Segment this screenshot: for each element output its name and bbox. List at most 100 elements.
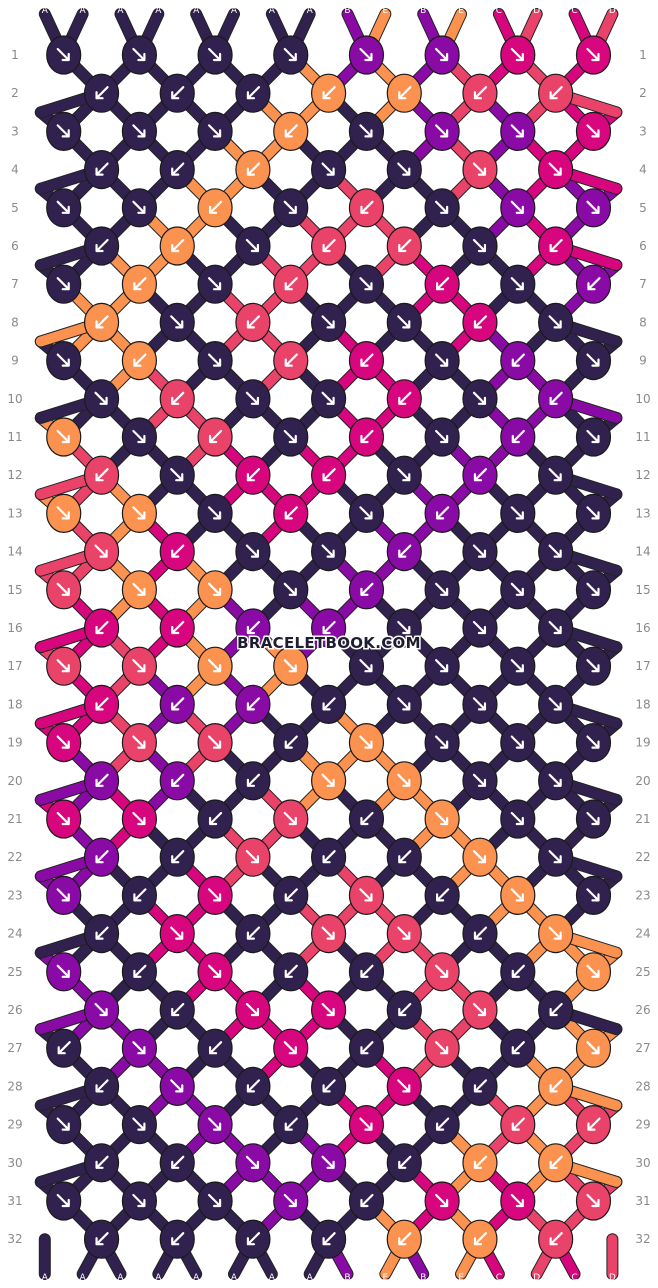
knot	[386, 684, 422, 725]
knot	[386, 761, 422, 801]
arrow-down-left-icon	[511, 353, 525, 367]
knot	[159, 150, 195, 190]
arrow-down-right-icon	[283, 1193, 297, 1208]
knot	[424, 1028, 460, 1068]
knot	[311, 1066, 347, 1107]
arrow-down-left-icon	[511, 1117, 525, 1131]
knot	[197, 417, 233, 457]
knot	[500, 493, 536, 534]
arrow-down-right-icon	[56, 964, 70, 978]
knot	[121, 1104, 157, 1145]
arrow-down-right-icon	[283, 582, 297, 596]
arrow-down-left-icon	[95, 697, 109, 711]
knot	[273, 646, 309, 686]
arrow-down-right-icon	[472, 697, 487, 711]
row-number-right: 17	[635, 659, 650, 673]
arrow-down-left-icon	[133, 888, 147, 902]
knot	[348, 722, 385, 763]
knot	[46, 417, 82, 457]
row-number-right: 14	[635, 545, 650, 559]
knot	[462, 455, 498, 495]
knot	[462, 761, 498, 801]
arrow-down-right-icon	[56, 811, 70, 826]
knot	[500, 264, 536, 304]
arrow-down-right-icon	[586, 1193, 600, 1208]
knot	[121, 875, 157, 916]
knot	[575, 799, 612, 839]
knot	[575, 264, 612, 304]
arrow-down-right-icon	[321, 926, 335, 940]
arrow-down-right-icon	[586, 811, 600, 826]
knot	[83, 684, 120, 725]
arrow-down-right-icon	[548, 926, 562, 940]
arrow-down-right-icon	[132, 735, 146, 749]
arrow-down-left-icon	[171, 620, 185, 635]
arrow-down-left-icon	[246, 697, 261, 711]
arrow-down-left-icon	[398, 850, 412, 864]
knot	[273, 493, 309, 534]
knot	[197, 952, 233, 992]
knot	[500, 417, 536, 457]
knot	[46, 952, 82, 992]
arrow-down-left-icon	[549, 1002, 563, 1017]
arrow-down-left-icon	[208, 429, 223, 444]
knot	[500, 188, 536, 228]
row-number-left: 1	[11, 48, 19, 62]
knot	[46, 111, 82, 151]
bottom-strand-label: A	[231, 1273, 238, 1283]
row-number-right: 7	[639, 277, 647, 291]
bottom-strand-label: C	[571, 1273, 577, 1283]
arrow-down-right-icon	[435, 429, 449, 444]
knot	[424, 111, 460, 151]
knot	[538, 379, 574, 419]
arrow-down-right-icon	[321, 162, 335, 176]
knot	[538, 761, 574, 801]
arrow-down-right-icon	[472, 238, 487, 253]
knot	[197, 799, 233, 839]
knot	[500, 722, 536, 763]
knot	[83, 73, 120, 113]
arrow-down-left-icon	[473, 468, 488, 482]
top-strand-label: A	[269, 6, 276, 16]
arrow-down-left-icon	[284, 277, 298, 291]
knot	[273, 417, 309, 457]
arrow-down-right-icon	[397, 1079, 411, 1093]
row-number-left: 2	[11, 86, 19, 100]
knot	[575, 341, 612, 381]
knot	[83, 761, 120, 801]
arrow-down-right-icon	[510, 506, 524, 520]
arrow-down-left-icon	[95, 162, 109, 176]
arrow-down-right-icon	[56, 659, 70, 673]
arrow-down-left-icon	[133, 964, 147, 978]
row-number-right: 25	[635, 965, 650, 979]
arrow-down-left-icon	[322, 1079, 336, 1093]
arrow-down-right-icon	[207, 47, 222, 62]
arrow-down-left-icon	[473, 315, 488, 329]
top-strand-label: A	[155, 6, 162, 16]
knot	[348, 875, 385, 916]
row-number-left: 24	[7, 927, 22, 941]
row-number-right: 3	[639, 124, 647, 138]
knot	[121, 188, 157, 228]
knot	[159, 1219, 195, 1259]
knot	[538, 455, 574, 495]
knot	[311, 379, 347, 419]
knot	[159, 226, 195, 266]
knot	[386, 990, 422, 1030]
knot	[121, 570, 157, 610]
arrow-down-right-icon	[132, 659, 146, 673]
row-number-right: 22	[635, 850, 650, 864]
row-number-left: 12	[7, 468, 22, 482]
knot	[386, 302, 422, 342]
knot	[424, 570, 460, 610]
arrow-down-right-icon	[510, 200, 524, 214]
row-number-left: 4	[11, 163, 19, 177]
arrow-down-right-icon	[359, 277, 373, 291]
knot	[348, 341, 385, 381]
knot	[197, 1104, 233, 1145]
arrow-down-right-icon	[397, 697, 411, 711]
row-number-right: 24	[635, 927, 650, 941]
knot	[83, 1066, 120, 1107]
arrow-down-left-icon	[95, 850, 109, 864]
knot	[462, 1066, 498, 1107]
